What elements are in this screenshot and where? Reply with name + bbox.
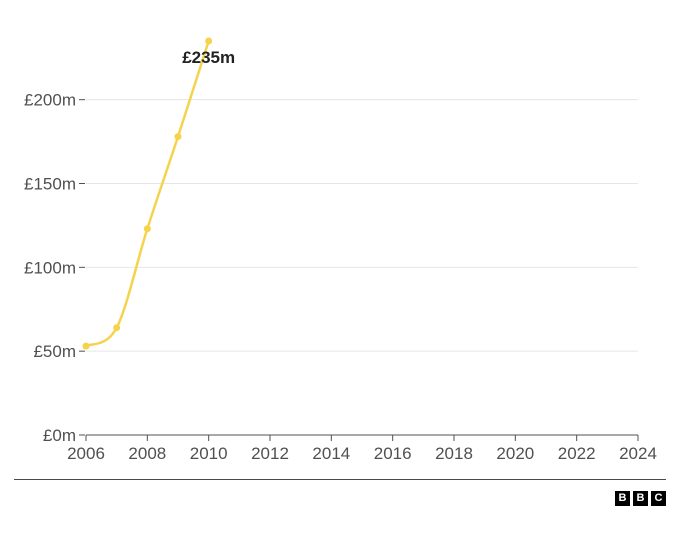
data-point <box>82 342 90 350</box>
data-point <box>143 225 151 233</box>
x-tick-label: 2022 <box>558 444 596 463</box>
gridlines <box>86 99 638 352</box>
x-tick-label: 2012 <box>251 444 289 463</box>
series-layer <box>82 37 213 350</box>
x-tick-label: 2014 <box>312 444 350 463</box>
bbc-logo: B B C <box>615 491 666 506</box>
data-point <box>205 37 213 45</box>
x-tick-label: 2016 <box>374 444 412 463</box>
data-label-last: £235m <box>182 48 235 67</box>
data-labels: £235m <box>182 48 235 67</box>
y-tick-label: £100m <box>24 258 76 277</box>
logo-letter-b2: B <box>633 491 648 506</box>
logo-letter-b1: B <box>615 491 630 506</box>
data-point <box>174 133 182 141</box>
x-tick-label: 2006 <box>67 444 105 463</box>
y-tick-label: £0m <box>43 426 76 445</box>
footer-divider <box>14 479 666 480</box>
data-point <box>113 324 121 332</box>
x-tick-label: 2008 <box>128 444 166 463</box>
x-tick-label: 2020 <box>496 444 534 463</box>
logo-letter-c: C <box>651 491 666 506</box>
x-tick-label: 2018 <box>435 444 473 463</box>
series-line <box>84 39 210 348</box>
x-tick-label: 2010 <box>190 444 228 463</box>
y-tick-label: £200m <box>24 91 76 110</box>
y-tick-label: £50m <box>33 342 76 361</box>
axes: £0m £50m £100m £150m £200m 2006 2008 2010 2012 20… <box>24 91 657 463</box>
line-chart: £0m £50m £100m £150m £200m 2006 2008 2010 2012 20… <box>24 37 657 463</box>
x-tick-label: 2024 <box>619 444 657 463</box>
y-tick-label: £150m <box>24 175 76 194</box>
